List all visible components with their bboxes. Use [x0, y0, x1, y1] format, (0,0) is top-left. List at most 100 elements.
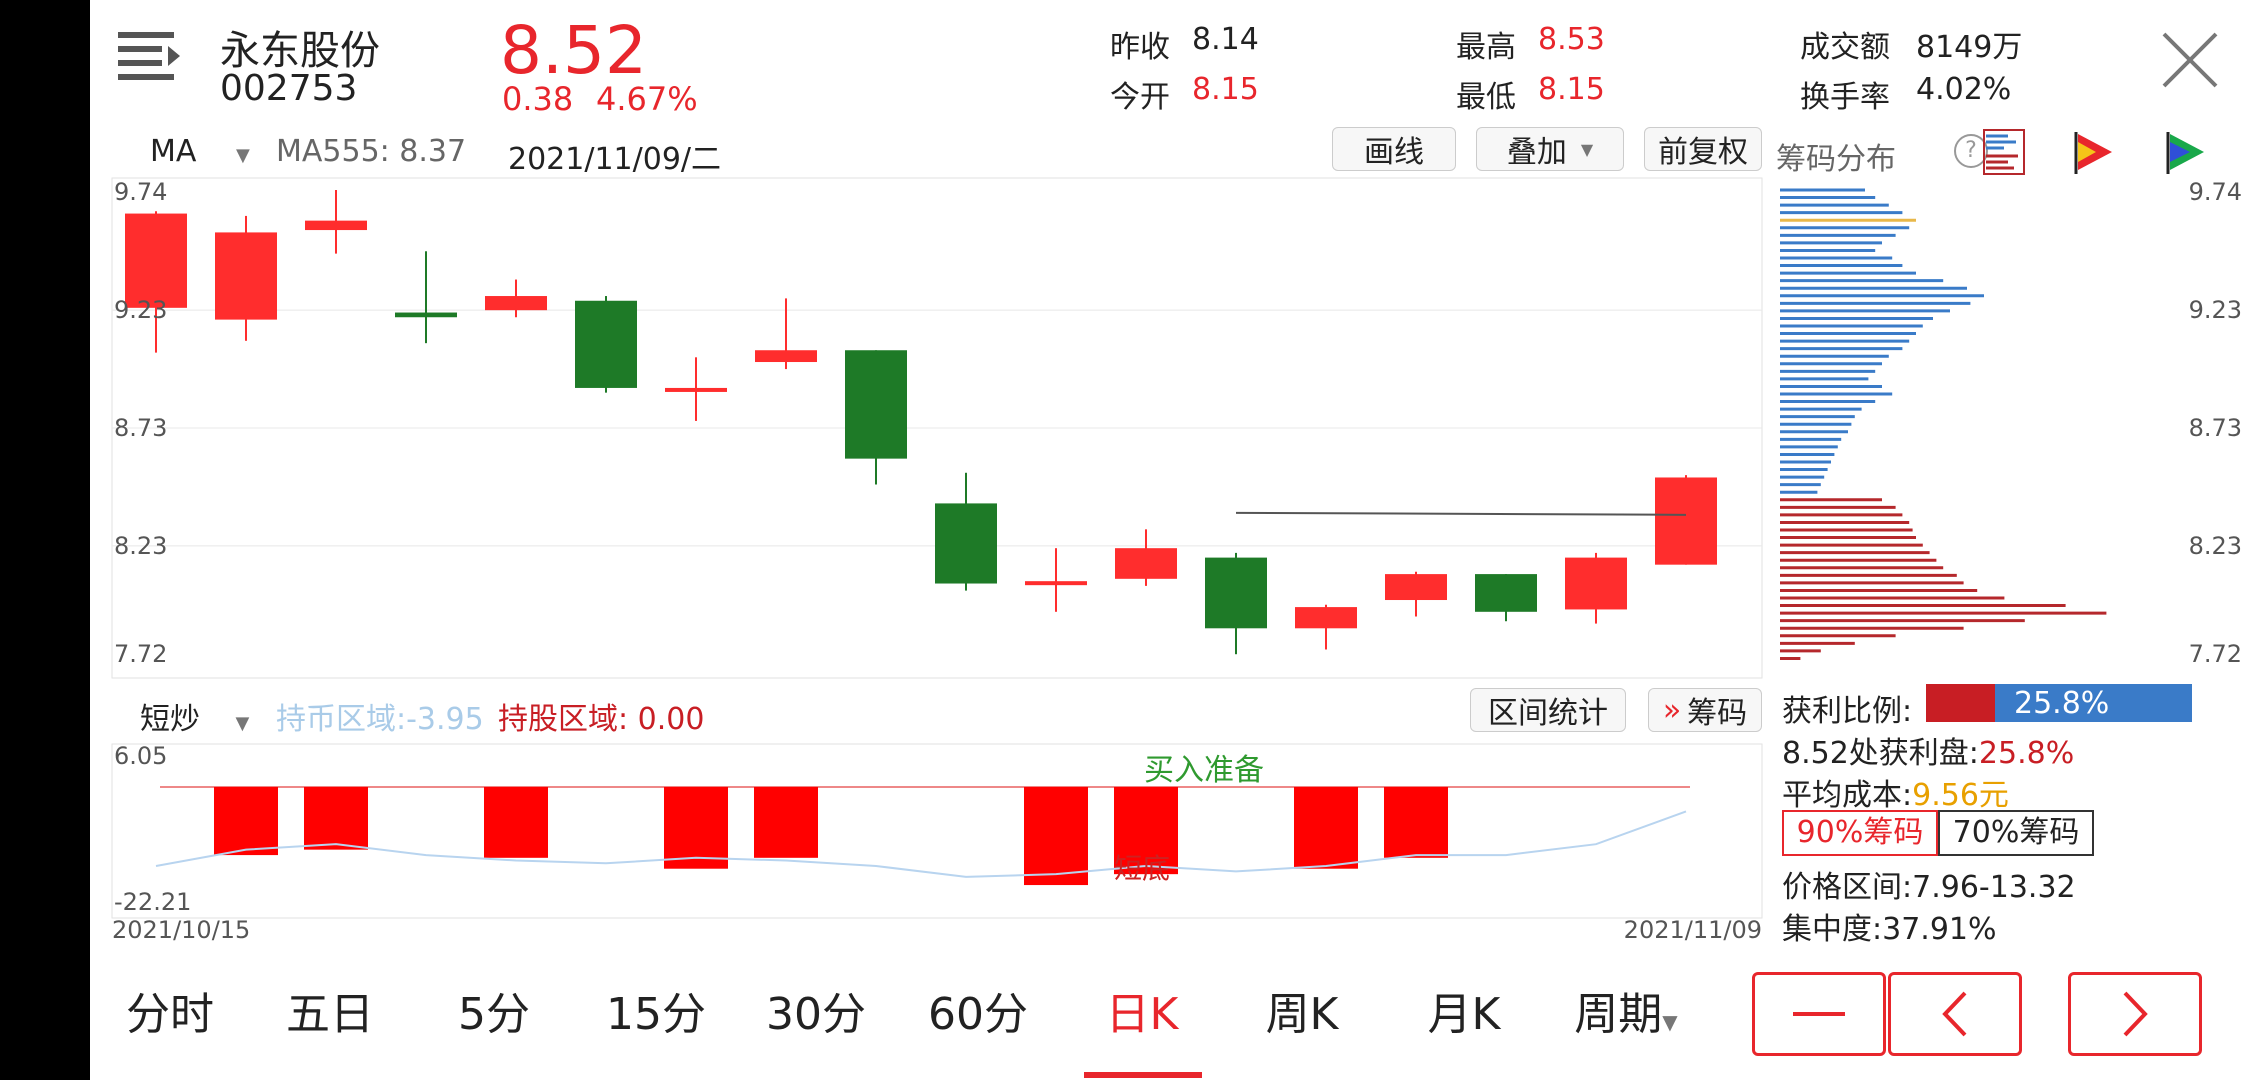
tab-9[interactable]: 周期▼ [1574, 989, 1678, 1040]
short-bottom-annotation: 短底 [1114, 852, 1170, 885]
overlay-button[interactable]: 叠加 ▼ [1476, 127, 1624, 171]
chip90-label: 90%筹码 [1796, 815, 1924, 850]
x-end-date: 2021/11/09 [1624, 916, 1762, 944]
profit-at-value: 25.8% [1978, 736, 2075, 771]
open-value: 8.15 [1192, 72, 1259, 107]
sub-bar [1384, 786, 1448, 858]
low-value: 8.15 [1538, 72, 1605, 107]
y-tick-label: 8.73 [114, 414, 167, 442]
chip-button[interactable]: » 筹码 [1648, 688, 1762, 732]
candle-body[interactable] [485, 296, 547, 311]
candle-body[interactable] [1565, 557, 1627, 610]
tab-3[interactable]: 15分 [606, 989, 706, 1040]
y-tick-label: 9.74 [114, 178, 167, 206]
chip-price-tick: 8.73 [2189, 414, 2242, 442]
turnover-rate-label: 换手率 [1800, 80, 1890, 115]
candle-body[interactable] [1205, 557, 1267, 629]
candle-body[interactable] [1655, 477, 1717, 565]
chevron-down-icon: ▼ [235, 145, 250, 166]
sub-bar [1114, 786, 1178, 875]
sub-bar [484, 786, 548, 858]
concentration-label: 集中度: [1782, 912, 1883, 947]
sub-bar [1024, 786, 1088, 886]
avg-cost-value: 9.56元 [1912, 778, 2009, 813]
next-button[interactable] [2068, 972, 2202, 1056]
profit-ratio-fill [1926, 684, 1995, 722]
chip-distribution-chart[interactable]: 9.74 9.23 8.73 8.23 7.72 [1770, 176, 2248, 682]
tab-8[interactable]: 月K [1427, 989, 1501, 1040]
sub-bar [304, 786, 368, 850]
chip-list-icon[interactable] [1978, 128, 2026, 176]
candle-body[interactable] [1475, 574, 1537, 612]
candle-body[interactable] [665, 387, 727, 392]
range-stats-button[interactable]: 区间统计 [1470, 688, 1626, 732]
chip70-tab[interactable]: 70%筹码 [1938, 810, 2094, 856]
close-icon[interactable] [2160, 30, 2220, 90]
candle-body[interactable] [305, 220, 367, 231]
chevron-left-icon [1942, 991, 1967, 1037]
avg-cost-label: 平均成本: [1782, 778, 1913, 813]
candle-body[interactable] [935, 503, 997, 584]
candle-body[interactable] [1025, 581, 1087, 586]
date-label: 2021/11/09/二 [508, 142, 722, 177]
draw-line-button[interactable]: 画线 [1332, 127, 1456, 171]
minus-icon [1793, 1012, 1845, 1016]
green-flag-icon[interactable] [2162, 128, 2210, 176]
high-value: 8.53 [1538, 22, 1605, 57]
tab-2[interactable]: 5分 [458, 989, 530, 1040]
tab-1[interactable]: 五日 [286, 989, 374, 1040]
turnover-rate-value: 4.02% [1916, 72, 2012, 107]
sub-line [155, 810, 1687, 878]
chip-dist-label: 筹码分布 [1776, 142, 1896, 177]
tab-4[interactable]: 30分 [766, 989, 866, 1040]
candle-body[interactable] [125, 213, 187, 308]
profit-ratio-bar: 25.8% [1926, 684, 2192, 722]
zoom-out-button[interactable] [1752, 972, 1886, 1056]
chip70-label: 70%筹码 [1952, 815, 2080, 850]
candlestick-chart[interactable]: 9.74 9.23 8.73 8.23 7.72 [90, 176, 1770, 682]
chip-price-tick: 7.72 [2189, 640, 2242, 668]
candle-body[interactable] [395, 312, 457, 318]
candle-body[interactable] [575, 300, 637, 388]
double-chevron-icon: » [1662, 692, 1682, 728]
candle-body[interactable] [755, 350, 817, 363]
candle-body[interactable] [215, 232, 277, 320]
sub-bar [754, 786, 818, 858]
candle-body[interactable] [845, 350, 907, 459]
stock-name: 永东股份 [220, 28, 380, 74]
adjust-button[interactable]: 前复权 [1644, 127, 1762, 171]
chip90-tab[interactable]: 90%筹码 [1782, 810, 1938, 856]
red-flag-icon[interactable] [2070, 128, 2118, 176]
ma-line [1235, 511, 1687, 516]
help-icon[interactable]: ? [1954, 134, 1988, 168]
tab-6[interactable]: 日K [1105, 989, 1179, 1040]
active-tab-underline [1084, 1072, 1202, 1078]
sub-indicator-select[interactable]: 短炒 ▼ [140, 694, 249, 738]
candle-body[interactable] [1115, 548, 1177, 579]
sub-chart-frame [111, 743, 1763, 919]
low-label: 最低 [1456, 80, 1516, 115]
price-range-value: 7.96-13.32 [1912, 870, 2076, 905]
adjust-label: 前复权 [1658, 135, 1748, 170]
tab-0[interactable]: 分时 [126, 989, 214, 1040]
turnover-label: 成交额 [1800, 30, 1890, 65]
candle-body[interactable] [1385, 574, 1447, 601]
tab-7[interactable]: 周K [1265, 989, 1339, 1040]
y-tick-label: 8.23 [114, 532, 167, 560]
profit-at-label: 8.52处获利盘: [1782, 736, 1979, 771]
indicator-label: MA [150, 134, 197, 169]
buy-prepare-annotation: 买入准备 [1144, 753, 1264, 788]
ma-value: MA555: 8.37 [276, 134, 467, 169]
tab-5[interactable]: 60分 [928, 989, 1028, 1040]
concentration-value: 37.91% [1882, 912, 1997, 947]
prev-close-value: 8.14 [1192, 22, 1259, 57]
indicator-select[interactable]: MA ▼ [150, 134, 250, 169]
previous-button[interactable] [1888, 972, 2022, 1056]
price-change-pct: 4.67% [596, 80, 698, 118]
menu-icon[interactable] [118, 30, 182, 86]
sub-y-tick-top: 6.05 [114, 742, 167, 770]
coin-zone-text: 持币区域:-3.95 [276, 702, 484, 737]
candle-body[interactable] [1295, 607, 1357, 629]
current-price: 8.52 [500, 12, 647, 89]
